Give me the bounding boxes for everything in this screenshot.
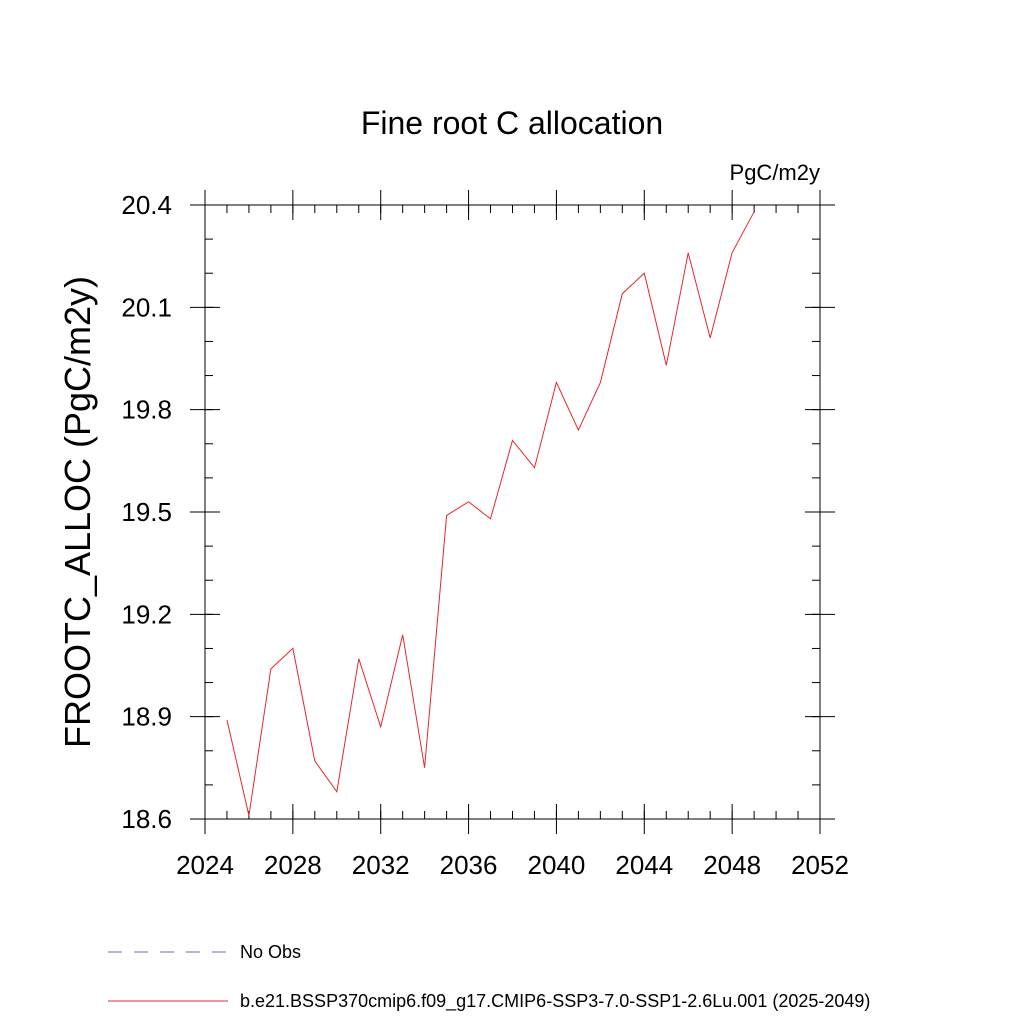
x-tick-label: 2052 [791, 850, 849, 880]
x-tick-label: 2028 [264, 850, 322, 880]
y-tick-label: 19.5 [121, 497, 172, 527]
x-tick-label: 2032 [352, 850, 410, 880]
x-tick-labels: 2024 2028 2032 2036 2040 2044 2048 2052 [176, 850, 849, 880]
plot-frame [204, 204, 821, 820]
y-tick-label: 18.9 [121, 702, 172, 732]
y-axis-label: FROOTC_ALLOC (PgC/m2y) [57, 276, 98, 748]
x-tick-label: 2040 [528, 850, 586, 880]
x-tick-label: 2036 [440, 850, 498, 880]
y-tick-label: 20.1 [121, 292, 172, 322]
units-label: PgC/m2y [730, 160, 820, 185]
x-tick-label: 2048 [703, 850, 761, 880]
y-tick-label: 20.4 [121, 190, 172, 220]
minor-ticks [204, 204, 821, 820]
x-tick-label: 2044 [615, 850, 673, 880]
major-ticks [190, 190, 835, 834]
y-tick-labels: 18.6 18.9 19.2 19.5 19.8 20.1 20.4 [121, 190, 172, 834]
x-tick-label: 2024 [176, 850, 234, 880]
chart-title: Fine root C allocation [361, 105, 663, 141]
legend-label: b.e21.BSSP370cmip6.f09_g17.CMIP6-SSP3-7.… [240, 991, 870, 1012]
y-tick-label: 19.2 [121, 599, 172, 629]
legend-label: No Obs [240, 942, 301, 962]
y-tick-label: 18.6 [121, 804, 172, 834]
y-tick-label: 19.8 [121, 395, 172, 425]
series-line [226, 211, 755, 816]
series-layer [226, 211, 755, 816]
legend: No Obs b.e21.BSSP370cmip6.f09_g17.CMIP6-S… [108, 942, 870, 1012]
